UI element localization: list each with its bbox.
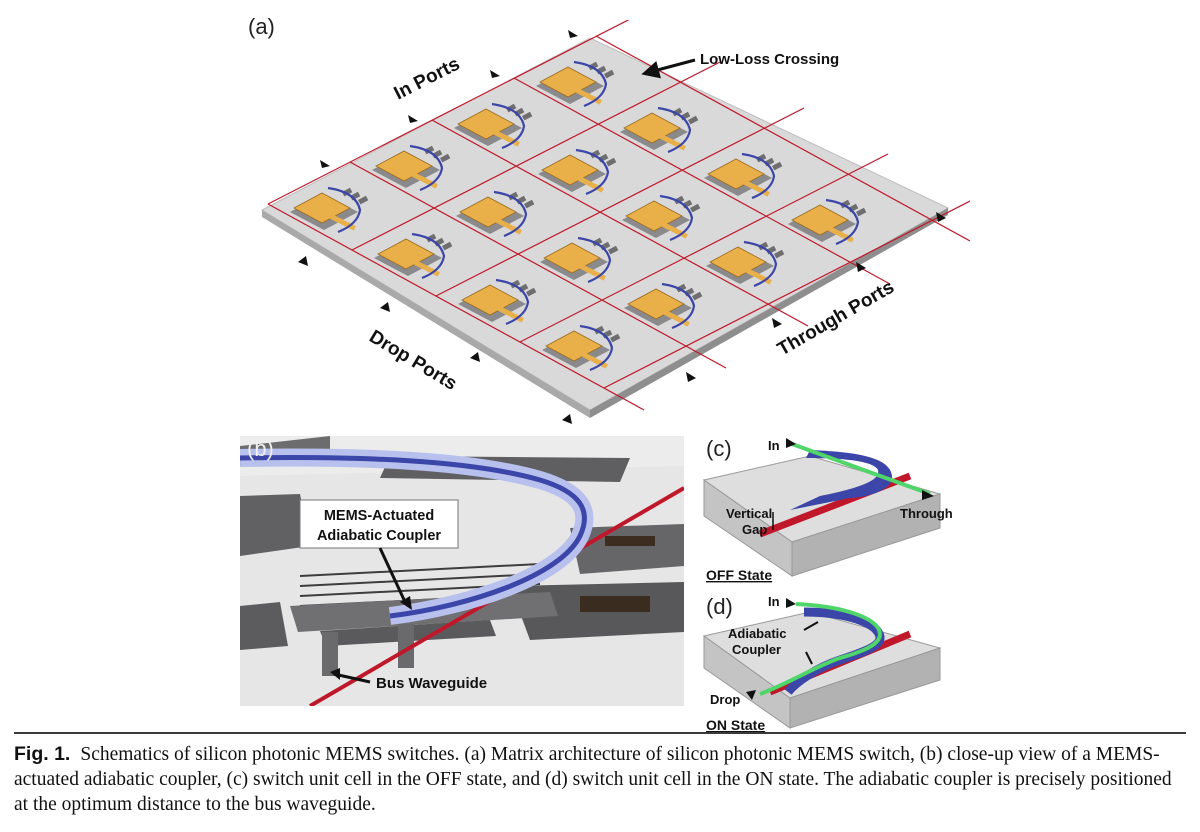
bus-waveguide-col bbox=[519, 153, 889, 343]
panel-d-on-state: In Adiabatic Coupler Drop ON State bbox=[702, 594, 942, 733]
switch-unit-cell bbox=[372, 144, 451, 192]
mems-coupler-label-line2: Adiabatic Coupler bbox=[317, 528, 441, 544]
d-coupler-label: Coupler bbox=[732, 642, 781, 657]
switch-unit-cell bbox=[704, 152, 783, 200]
mems-coupler-label-line1: MEMS-Actuated bbox=[324, 508, 434, 524]
switch-unit-cell bbox=[542, 324, 621, 372]
low-loss-crossing-pointer bbox=[641, 58, 696, 79]
switch-unit-cells bbox=[267, 20, 970, 411]
switch-unit-cell bbox=[620, 106, 699, 154]
d-in-label: In bbox=[768, 594, 780, 609]
panel-c-letter: (c) bbox=[706, 436, 732, 461]
switch-unit-cell bbox=[788, 198, 867, 246]
c-vertical-label: Vertical bbox=[726, 506, 772, 521]
bus-waveguide-col bbox=[351, 61, 721, 251]
panel-c-off-state: In Through Vertical Gap OFF State bbox=[702, 438, 953, 583]
switch-unit-cell bbox=[624, 282, 703, 330]
drop-ports-label: Drop Ports bbox=[365, 326, 460, 395]
caption-rule bbox=[14, 732, 1186, 734]
port-arrows bbox=[298, 30, 946, 424]
d-drop-label: Drop bbox=[710, 692, 740, 707]
c-gap-label: Gap bbox=[742, 522, 767, 537]
bus-waveguide-row bbox=[267, 203, 645, 411]
panel-b-letter: (b) bbox=[247, 436, 274, 461]
c-through-label: Through bbox=[900, 506, 953, 521]
caption-text: Schematics of silicon photonic MEMS swit… bbox=[14, 744, 1172, 815]
switch-unit-cell bbox=[456, 190, 535, 238]
c-state-label: OFF State bbox=[706, 567, 772, 583]
bus-waveguide-col bbox=[267, 20, 630, 205]
chip-substrate-side-left bbox=[262, 210, 590, 418]
switch-unit-cell bbox=[622, 194, 701, 242]
panel-b-closeup: MEMS-Actuated Adiabatic Coupler Bus Wave… bbox=[240, 436, 684, 706]
panel-a-switch-matrix: Low-Loss Crossing In Ports Drop Ports Th… bbox=[260, 20, 970, 424]
bus-waveguide-col bbox=[435, 107, 805, 297]
panel-a-letter: (a) bbox=[248, 14, 275, 39]
d-state-label: ON State bbox=[706, 717, 765, 733]
switch-unit-cell bbox=[374, 232, 453, 280]
low-loss-crossing-label: Low-Loss Crossing bbox=[700, 51, 839, 68]
bus-waveguide-row bbox=[513, 77, 891, 285]
switch-unit-cell bbox=[290, 186, 369, 234]
figure-caption: Fig. 1. Schematics of silicon photonic ME… bbox=[14, 742, 1186, 817]
bus-waveguide-col bbox=[603, 200, 970, 389]
c-in-label: In bbox=[768, 438, 780, 453]
chip-substrate-side-right bbox=[590, 208, 948, 418]
bus-waveguide-row bbox=[431, 119, 809, 327]
d-adiabatic-label: Adiabatic bbox=[728, 626, 787, 641]
switch-unit-cell bbox=[454, 102, 533, 150]
bus-waveguide-row bbox=[349, 161, 727, 369]
bus-waveguide-label: Bus Waveguide bbox=[376, 675, 487, 692]
switch-unit-cell bbox=[538, 148, 617, 196]
figure-label: Fig. 1. bbox=[14, 743, 71, 765]
switch-unit-cell bbox=[458, 278, 537, 326]
switch-unit-cell bbox=[540, 236, 619, 284]
in-ports-label: In Ports bbox=[391, 54, 464, 105]
panel-d-letter: (d) bbox=[706, 594, 733, 619]
switch-unit-cell bbox=[706, 240, 785, 288]
switch-unit-cell bbox=[536, 60, 615, 108]
